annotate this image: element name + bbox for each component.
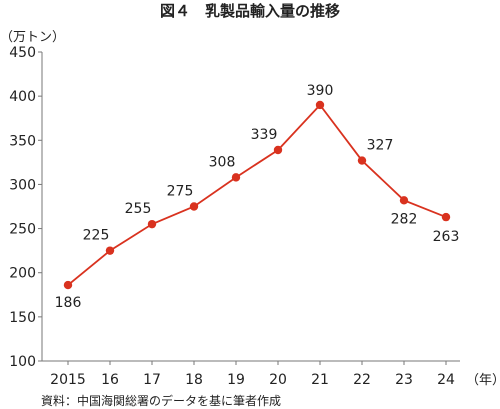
x-tick-label: 23 bbox=[395, 372, 413, 388]
data-point bbox=[189, 202, 199, 211]
data-label: 225 bbox=[83, 228, 110, 244]
x-axis-ticks: 2015 16 17 18 19 20 21 22 23 24 bbox=[50, 361, 455, 388]
data-point bbox=[105, 246, 115, 255]
data-label: 327 bbox=[367, 138, 394, 154]
x-tick-label: 16 bbox=[101, 372, 119, 388]
x-tick-label: 22 bbox=[353, 372, 371, 388]
y-tick-label: 250 bbox=[9, 222, 36, 238]
data-point bbox=[231, 173, 241, 182]
y-tick-label: 400 bbox=[9, 89, 36, 105]
data-point bbox=[441, 212, 451, 222]
data-point bbox=[357, 156, 367, 165]
source-note: 資料：中国海関総署のデータを基に筆者作成 bbox=[41, 393, 281, 408]
data-point bbox=[63, 280, 73, 290]
y-tick-label: 100 bbox=[9, 354, 36, 370]
x-axis-unit-label: （年） bbox=[466, 373, 500, 388]
x-tick-label: 24 bbox=[437, 372, 455, 388]
series-line bbox=[67, 103, 447, 286]
data-label: 186 bbox=[55, 295, 82, 311]
data-label: 255 bbox=[125, 201, 152, 217]
x-tick-label: 19 bbox=[227, 372, 245, 388]
data-label: 275 bbox=[167, 184, 194, 200]
y-tick-label: 450 bbox=[9, 45, 36, 61]
data-point bbox=[147, 219, 157, 229]
data-point bbox=[315, 100, 325, 110]
data-label: 282 bbox=[391, 211, 418, 227]
data-label: 339 bbox=[251, 127, 278, 143]
y-axis-unit-label: （万トン） bbox=[0, 30, 65, 45]
data-label: 308 bbox=[209, 154, 236, 170]
axes bbox=[41, 52, 460, 362]
y-axis-ticks: 100 150 200 250 300 350 400 450 bbox=[9, 45, 42, 370]
x-tick-label: 21 bbox=[311, 372, 329, 388]
x-tick-label: 18 bbox=[185, 372, 203, 388]
y-tick-label: 200 bbox=[9, 266, 36, 282]
x-tick-label: 2015 bbox=[50, 372, 86, 388]
y-tick-label: 350 bbox=[9, 133, 36, 149]
chart-title: 図４ 乳製品輸入量の推移 bbox=[160, 2, 340, 20]
data-point bbox=[399, 196, 409, 205]
y-tick-label: 300 bbox=[9, 177, 36, 193]
y-tick-label: 150 bbox=[9, 310, 36, 326]
data-label: 263 bbox=[433, 229, 460, 245]
series-group: 186 225 255 275 308 339 390 327 282 263 bbox=[55, 83, 460, 311]
x-tick-label: 20 bbox=[269, 372, 287, 388]
data-point bbox=[273, 145, 283, 155]
x-tick-label: 17 bbox=[143, 372, 161, 388]
data-label: 390 bbox=[307, 83, 334, 99]
